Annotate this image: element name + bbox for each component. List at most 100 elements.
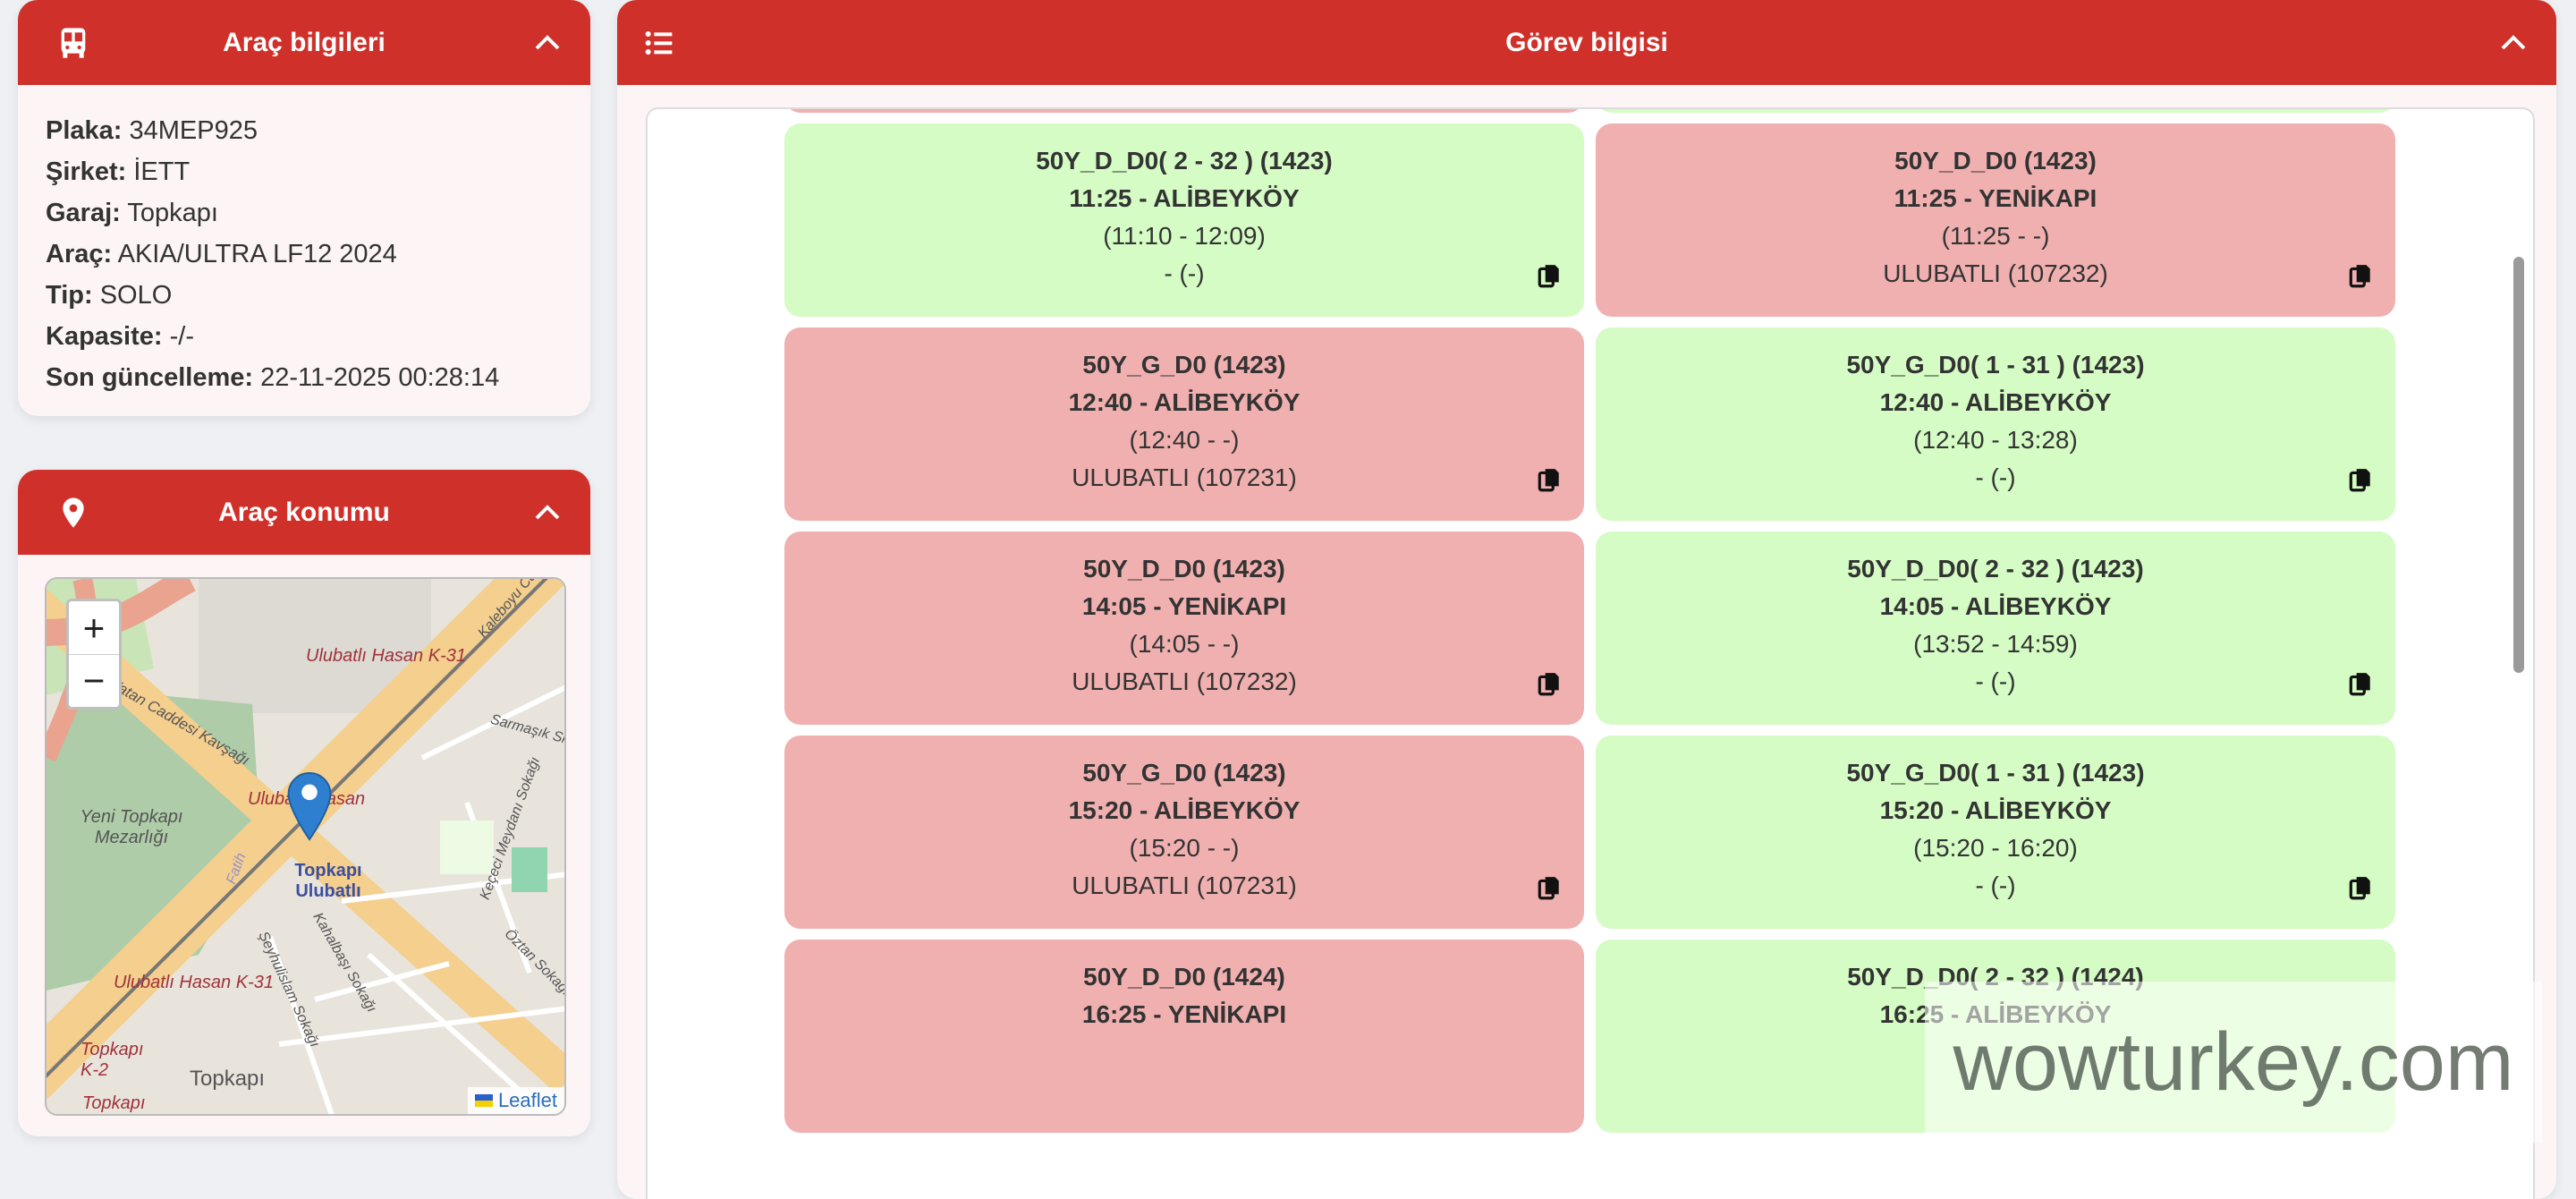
time-range: (15:20 - -): [1129, 834, 1240, 862]
driver: - (-): [1975, 463, 2016, 491]
task-tile-red[interactable]: 50Y_D_D0 (1423) 11:25 - YENİKAPI (11:25 - …: [1596, 123, 2395, 317]
time-range: (15:20 - 16:20): [1913, 834, 2078, 862]
field-capacity: Kapasite: -/-: [46, 316, 563, 357]
time-range: (11:10 - 12:09): [1103, 222, 1266, 250]
vehicle-location-card: Araç konumu Ulubatlı Hasan K-31 Ulubatlı…: [18, 470, 590, 1136]
field-label: Son güncelleme:: [46, 363, 254, 392]
copy-icon[interactable]: [2349, 467, 2372, 494]
ukraine-flag-icon: [474, 1094, 493, 1107]
time-range: (12:40 - 13:28): [1913, 426, 2078, 454]
copy-icon[interactable]: [1538, 467, 1561, 494]
field-label: Garaj:: [46, 199, 121, 227]
copy-icon[interactable]: [1538, 671, 1561, 698]
task-info-title: Görev bilgisi: [1505, 27, 1668, 57]
task-info-header[interactable]: Görev bilgisi: [617, 0, 2556, 85]
departure-time-destination: 12:40 - ALİBEYKÖY: [1068, 388, 1301, 416]
vehicle-location-header[interactable]: Araç konumu: [18, 470, 590, 555]
map-label: Ulubatlı Hasan K-31: [114, 973, 274, 992]
driver: ULUBATLI (107231): [1072, 463, 1297, 491]
time-range: (14:05 - -): [1129, 630, 1240, 658]
departure-time-destination: 14:05 - ALİBEYKÖY: [1879, 592, 2112, 620]
trip-code: 50Y_D_D0 (1423): [1894, 147, 2097, 174]
watermark: wowturkey.com: [1925, 982, 2542, 1143]
map-attribution[interactable]: Leaflet: [467, 1087, 564, 1114]
task-tile-red[interactable]: 50Y_G_D0 (1423)10:20 - ALİBEYKÖY(10:20 -…: [784, 109, 1584, 113]
field-company: Şirket: İETT: [46, 151, 563, 192]
chevron-up-icon[interactable]: [531, 27, 564, 59]
map-label: Ulubatlı Hasan K-31: [306, 646, 466, 666]
chevron-up-icon[interactable]: [2497, 27, 2529, 59]
field-value: AKIA/ULTRA LF12 2024: [117, 240, 397, 268]
departure-time-destination: 12:40 - ALİBEYKÖY: [1879, 388, 2112, 416]
field-label: Tip:: [46, 281, 93, 310]
field-value: -/-: [169, 322, 194, 351]
driver: - (-): [1975, 668, 2016, 695]
trip-code: 50Y_D_D0 (1424): [1083, 963, 1285, 991]
vehicle-info-header[interactable]: Araç bilgileri: [18, 0, 590, 85]
zoom-in-button[interactable]: +: [82, 606, 106, 649]
task-tile-red[interactable]: 50Y_G_D0 (1423) 15:20 - ALİBEYKÖY (15:20 -…: [784, 736, 1584, 929]
field-label: Şirket:: [46, 157, 127, 186]
copy-icon[interactable]: [2349, 671, 2372, 698]
map-label: Topkapı K-2: [80, 1040, 144, 1080]
time-range: (13:52 - 14:59): [1913, 630, 2078, 658]
vehicle-info-card: Araç bilgileri Plaka: 34MEP925 Şirket: İ…: [18, 0, 590, 416]
map[interactable]: Ulubatlı Hasan K-31 Ulubatlı Hasan Uluba…: [45, 577, 566, 1116]
task-tile-red[interactable]: 50Y_D_D0 (1424) 16:25 - YENİKAPI: [784, 940, 1584, 1133]
departure-time-destination: 15:20 - ALİBEYKÖY: [1879, 796, 2112, 824]
departure-time-destination: 16:25 - YENİKAPI: [1081, 1000, 1287, 1028]
trip-code: 50Y_D_D0( 2 - 32 ) (1423): [1036, 147, 1333, 174]
trip-code: 50Y_D_D0 (1423): [1083, 555, 1285, 582]
map-marker-icon[interactable]: [286, 771, 333, 841]
field-vehicle: Araç: AKIA/ULTRA LF12 2024: [46, 234, 563, 275]
field-plate: Plaka: 34MEP925: [46, 110, 563, 151]
departure-time-destination: 11:25 - ALİBEYKÖY: [1069, 184, 1300, 212]
map-pin-icon: [63, 497, 84, 528]
departure-time-destination: 11:25 - YENİKAPI: [1894, 184, 2097, 212]
task-tile-red[interactable]: 50Y_G_D0 (1423) 12:40 - ALİBEYKÖY (12:40 -…: [784, 327, 1584, 521]
task-tiles: 50Y_G_D0 (1423)10:20 - ALİBEYKÖY(10:20 -…: [784, 109, 2396, 1133]
vehicle-info-body: Plaka: 34MEP925 Şirket: İETT Garaj: Topk…: [18, 85, 590, 416]
map-zoom-control: + −: [66, 599, 122, 710]
trip-code: 50Y_G_D0 (1423): [1082, 759, 1286, 787]
driver: - (-): [1975, 872, 2016, 899]
field-label: Plaka:: [46, 116, 123, 145]
task-tile-green[interactable]: 50Y_D_D0( 2 - 32 ) (1423) 14:05 - ALİBEYK…: [1596, 531, 2395, 725]
trip-code: 50Y_G_D0( 1 - 31 ) (1423): [1846, 759, 2145, 787]
departure-time-destination: 14:05 - YENİKAPI: [1081, 592, 1287, 620]
scrollbar[interactable]: [2513, 257, 2524, 673]
zoom-out-button[interactable]: −: [69, 654, 119, 707]
task-tile-green[interactable]: 50Y_G_D0( 1 - 31 ) (1423) 12:40 - ALİBEYK…: [1596, 327, 2395, 521]
vehicle-location-title: Araç konumu: [218, 497, 390, 527]
field-garage: Garaj: Topkapı: [46, 192, 563, 234]
copy-icon[interactable]: [2349, 263, 2372, 290]
map-label: Topkapı: [190, 1067, 266, 1091]
time-range: (11:25 - -): [1941, 222, 2050, 250]
map-label: Topkapı Ulubatlı: [294, 861, 362, 901]
vehicle-info-title: Araç bilgileri: [223, 27, 386, 57]
field-label: Araç:: [46, 240, 113, 268]
trip-code: 50Y_G_D0( 1 - 31 ) (1423): [1846, 351, 2145, 378]
field-value: İETT: [133, 157, 191, 186]
bus-icon: [61, 28, 86, 58]
field-type: Tip: SOLO: [46, 275, 563, 316]
trip-code: 50Y_D_D0( 2 - 32 ) (1423): [1847, 555, 2144, 582]
copy-icon[interactable]: [2349, 875, 2372, 902]
leaflet-link[interactable]: Leaflet: [497, 1089, 557, 1111]
copy-icon[interactable]: [1538, 875, 1561, 902]
field-value: 22-11-2025 00:28:14: [260, 363, 500, 392]
driver: - (-): [1164, 259, 1205, 287]
task-tile-green[interactable]: 50Y_G_D0( 1 - 31 ) (1423)10:20 - ALİBEYK…: [1596, 109, 2395, 113]
chevron-up-icon[interactable]: [531, 497, 564, 529]
departure-time-destination: 15:20 - ALİBEYKÖY: [1068, 796, 1301, 824]
copy-icon[interactable]: [1538, 263, 1561, 290]
field-last-update: Son güncelleme: 22-11-2025 00:28:14: [46, 357, 563, 398]
time-range: (12:40 - -): [1129, 426, 1240, 454]
task-tile-green[interactable]: 50Y_G_D0( 1 - 31 ) (1423) 15:20 - ALİBEYK…: [1596, 736, 2395, 929]
task-tile-red[interactable]: 50Y_D_D0 (1423) 14:05 - YENİKAPI (14:05 - …: [784, 531, 1584, 725]
task-tile-green[interactable]: 50Y_D_D0( 2 - 32 ) (1423) 11:25 - ALİBEYK…: [784, 123, 1584, 317]
map-label: Topkapı: [82, 1093, 146, 1113]
field-label: Kapasite:: [46, 322, 163, 351]
map-label: Yeni Topkapı Mezarlığı: [80, 807, 183, 847]
field-value: SOLO: [99, 281, 173, 310]
